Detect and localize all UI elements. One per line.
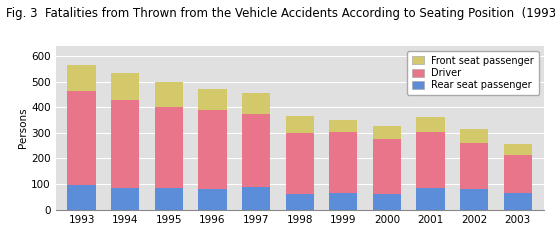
Bar: [111, 73, 139, 100]
Bar: [329, 132, 357, 193]
Text: Fig. 3  Fatalities from Thrown from the Vehicle Accidents According to Seating P: Fig. 3 Fatalities from Thrown from the V…: [6, 7, 555, 20]
Bar: [198, 89, 226, 110]
Bar: [373, 139, 401, 194]
Bar: [460, 143, 488, 189]
Bar: [111, 188, 139, 210]
Bar: [242, 93, 270, 114]
Bar: [198, 110, 226, 189]
Bar: [329, 193, 357, 210]
Bar: [285, 194, 314, 210]
Bar: [242, 114, 270, 187]
Bar: [242, 187, 270, 210]
Bar: [373, 194, 401, 210]
Bar: [460, 129, 488, 143]
Bar: [285, 133, 314, 194]
Bar: [416, 188, 445, 210]
Bar: [416, 132, 445, 188]
Bar: [155, 82, 183, 107]
Bar: [503, 155, 532, 193]
Bar: [503, 193, 532, 210]
Bar: [155, 107, 183, 188]
Bar: [68, 65, 96, 91]
Y-axis label: Persons: Persons: [18, 107, 28, 148]
Bar: [68, 185, 96, 210]
Bar: [329, 120, 357, 132]
Bar: [198, 189, 226, 210]
Bar: [155, 188, 183, 210]
Bar: [416, 117, 445, 132]
Bar: [111, 100, 139, 188]
Bar: [373, 127, 401, 139]
Legend: Front seat passenger, Driver, Rear seat passenger: Front seat passenger, Driver, Rear seat …: [407, 51, 539, 95]
Bar: [285, 116, 314, 133]
Bar: [68, 91, 96, 185]
Bar: [460, 189, 488, 210]
Bar: [503, 144, 532, 155]
